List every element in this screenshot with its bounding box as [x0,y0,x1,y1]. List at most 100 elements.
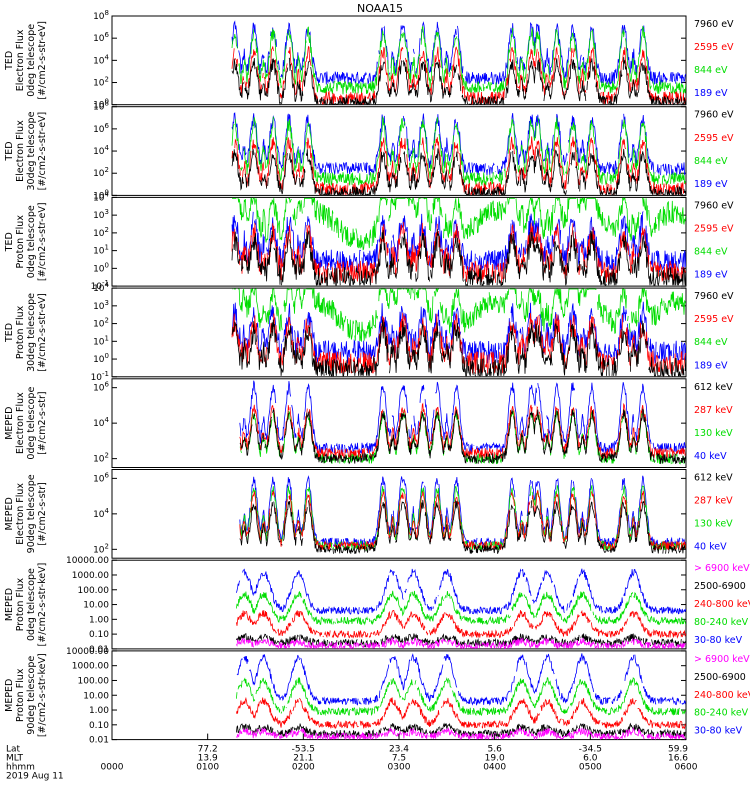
panel-frame [111,15,687,106]
y-tick-label: 1000.00 [72,662,109,672]
legend-entry: 30-80 keV [694,726,743,737]
y-tick-label: 0.10 [89,630,109,640]
y-axis-label-line: [#/cm2-s-str-eV] [37,112,48,191]
y-axis-label-line: Proton Flux [15,668,26,722]
legend-entry: 80-240 keV [694,617,749,628]
series-line [236,653,687,706]
date-label: 2019 Aug 11 [6,772,64,782]
y-tick-label: 100 [93,98,109,111]
panel-5: 102 104 106 MEPED Electron Flux 0deg telescop… [4,378,733,468]
x-row-value: 59.9 [668,745,688,755]
x-row-value: 0500 [579,763,602,773]
y-axis-label-line: 90deg telescope [26,656,37,735]
x-row-value: 16.6 [668,754,688,764]
y-tick-label: 102 [93,76,109,89]
legend-entry: 189 eV [694,360,728,371]
x-row-value: 13.9 [198,754,218,764]
legend-entry: 40 keV [694,542,727,553]
series-line [231,229,687,287]
y-tick-label: 101 [93,334,109,347]
panel-8: 0.01 0.10 1.00 10.00 100.00 1000.00 10000.00 ME… [4,647,750,746]
legend-entry: 2595 eV [694,314,734,325]
y-axis-label-line: Electron Flux [15,120,26,182]
x-row-value: 19.0 [485,754,505,764]
x-row-value: 0000 [101,763,124,773]
y-axis-label-line: 30deg telescope [26,293,37,372]
series-line [236,637,687,650]
legend-entry: 844 eV [694,65,728,76]
legend-entry: 189 eV [694,270,728,281]
x-row-value: 0100 [196,763,219,773]
y-tick-label: 102 [93,226,109,239]
y-tick-label: 102 [93,166,109,179]
series-line [236,726,687,741]
y-axis-label-line: MEPED [4,497,15,530]
y-axis-label-line: [#/cm2-s-str-keV] [37,653,48,737]
y-tick-label: 1.00 [89,615,109,625]
series-line [231,319,687,377]
series-line [236,609,687,639]
y-axis-label-line: TED [4,141,15,161]
y-tick-label: 10000.00 [66,556,109,566]
y-axis-label-line: Proton Flux [15,215,26,269]
y-axis-label-line: Electron Flux [15,483,26,545]
legend-entry: 844 eV [694,247,728,258]
y-tick-label: 104 [93,281,109,294]
legend-entry: 2500-6900 [694,672,746,683]
series-line [231,115,686,186]
x-row-value: 0600 [675,763,698,773]
panel-1: 100 102 104 106 108 TED Electron Flux 0deg tele… [4,9,734,111]
x-row-value: 6.0 [583,754,598,764]
panel-frame [111,287,687,378]
y-tick-label: 106 [93,381,109,394]
x-row-value: 23.4 [389,745,409,755]
x-row-value: 5.6 [488,745,503,755]
panel-6: 102 104 106 MEPED Electron Flux 90deg telesco… [4,469,733,559]
legend-entry: 7960 eV [694,19,734,30]
y-axis-label-line: 0deg telescope [26,387,37,460]
y-axis-label-line: 90deg telescope [26,474,37,553]
panel-4: 10-1 100 101 102 103 104 TED Proton Flux 30deg t… [4,281,734,383]
y-tick-label: 102 [93,317,109,330]
series-line [231,25,687,95]
y-axis-label-line: [#/cm2-s-str-eV] [37,293,48,372]
y-tick-label: 100.00 [78,586,110,596]
x-row-label: MLT [6,754,24,764]
y-tick-label: 0.10 [89,721,109,731]
legend-entry: 30-80 keV [694,635,743,646]
y-axis-label-line: [#/cm2-s-str] [37,482,48,545]
x-axis-group: Lat 77.2 -53.5 23.4 5.6 -34.5 59.9 MLT 13.9 21.1 7… [6,733,698,782]
y-tick-label: 101 [93,244,109,257]
y-axis-label-line: [#/cm2-s-str-keV] [37,563,48,647]
x-row-value: 0300 [388,763,411,773]
y-axis-label-line: TED [4,323,15,343]
y-axis-label-line: TED [4,51,15,71]
panel-7: 0.01 0.10 1.00 10.00 100.00 1000.00 10000.00 ME… [4,556,750,655]
series-line [232,197,687,251]
y-tick-label: 104 [93,507,109,520]
y-axis-label-line: 30deg telescope [26,111,37,190]
x-row-label: hhmm [6,763,35,773]
panel-frame [111,196,687,287]
panel-3: 10-1 100 101 102 103 104 TED Proton Flux 0deg te… [4,190,734,292]
x-row-value: 0400 [483,763,506,773]
y-tick-label: 108 [93,100,109,113]
y-axis-label-line: Proton Flux [15,577,26,631]
legend-entry: 7960 eV [694,110,734,121]
x-row-value: 77.2 [198,745,218,755]
x-row-label: Lat [6,745,21,755]
x-row-value: -53.5 [292,745,315,755]
y-tick-label: 0.01 [89,645,109,655]
series-line [239,408,687,465]
y-axis-label-line: Electron Flux [15,29,26,91]
legend-entry: 612 keV [694,473,733,484]
y-tick-label: 100 [93,188,109,201]
legend-entry: 844 eV [694,156,728,167]
panel-2: 100 102 104 106 108 TED Electron Flux 30deg tel… [4,100,734,202]
y-tick-label: 103 [93,208,109,221]
series-line [239,499,686,554]
legend-entry: > 6900 keV [694,563,750,574]
legend-entry: 240-800 keV [694,599,750,610]
